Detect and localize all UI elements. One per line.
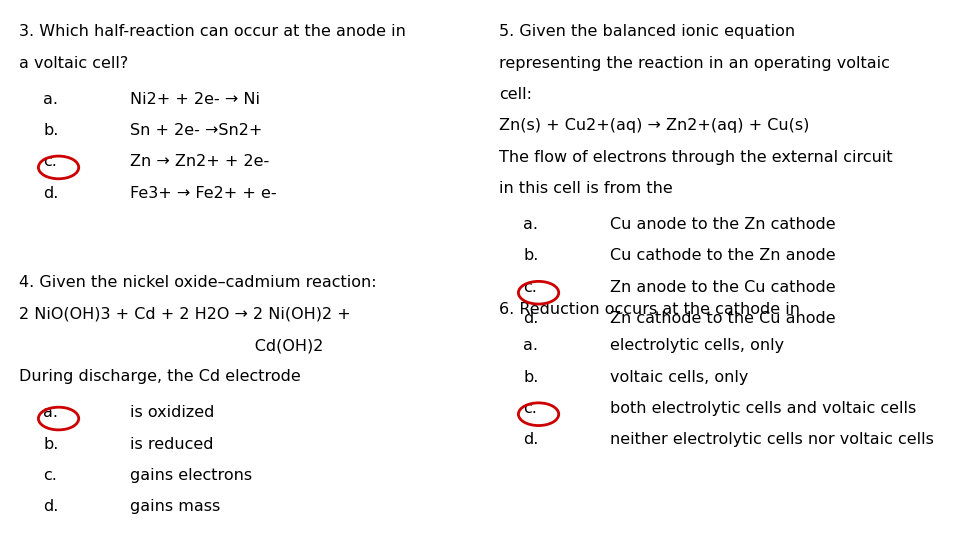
Text: a voltaic cell?: a voltaic cell? xyxy=(19,56,129,71)
Text: d.: d. xyxy=(43,186,59,200)
Text: Ni2+ + 2e- → Ni: Ni2+ + 2e- → Ni xyxy=(130,92,259,106)
Text: Zn anode to the Cu cathode: Zn anode to the Cu cathode xyxy=(610,280,835,294)
Text: representing the reaction in an operating voltaic: representing the reaction in an operatin… xyxy=(499,56,890,71)
Text: Zn(s) + Cu2+(aq) → Zn2+(aq) + Cu(s): Zn(s) + Cu2+(aq) → Zn2+(aq) + Cu(s) xyxy=(499,118,809,133)
Text: 3. Which half-reaction can occur at the anode in: 3. Which half-reaction can occur at the … xyxy=(19,24,406,39)
Text: is oxidized: is oxidized xyxy=(130,406,214,420)
Text: Cd(OH)2: Cd(OH)2 xyxy=(19,338,324,353)
Text: c.: c. xyxy=(43,468,57,483)
Text: b.: b. xyxy=(43,437,59,451)
Text: is reduced: is reduced xyxy=(130,437,213,451)
Text: both electrolytic cells and voltaic cells: both electrolytic cells and voltaic cell… xyxy=(610,401,916,416)
Text: gains mass: gains mass xyxy=(130,500,220,514)
Text: a.: a. xyxy=(43,406,59,420)
Text: d.: d. xyxy=(523,311,539,326)
Text: c.: c. xyxy=(523,280,537,294)
Text: Cu anode to the Zn cathode: Cu anode to the Zn cathode xyxy=(610,217,835,232)
Text: 2 NiO(OH)3 + Cd + 2 H2O → 2 Ni(OH)2 +: 2 NiO(OH)3 + Cd + 2 H2O → 2 Ni(OH)2 + xyxy=(19,307,351,322)
Text: a.: a. xyxy=(523,339,539,353)
Text: d.: d. xyxy=(43,500,59,514)
Text: c.: c. xyxy=(523,401,537,416)
Text: gains electrons: gains electrons xyxy=(130,468,252,483)
Text: b.: b. xyxy=(523,248,539,263)
Text: a.: a. xyxy=(43,92,59,106)
Text: During discharge, the Cd electrode: During discharge, the Cd electrode xyxy=(19,369,300,384)
Text: neither electrolytic cells nor voltaic cells: neither electrolytic cells nor voltaic c… xyxy=(610,433,933,447)
Text: c.: c. xyxy=(43,154,57,169)
Text: Fe3+ → Fe2+ + e-: Fe3+ → Fe2+ + e- xyxy=(130,186,276,200)
Text: b.: b. xyxy=(43,123,59,138)
Text: d.: d. xyxy=(523,433,539,447)
Text: 4. Given the nickel oxide–cadmium reaction:: 4. Given the nickel oxide–cadmium reacti… xyxy=(19,275,377,291)
Text: 6. Reduction occurs at the cathode in: 6. Reduction occurs at the cathode in xyxy=(499,302,801,318)
Text: cell:: cell: xyxy=(499,87,532,102)
Text: in this cell is from the: in this cell is from the xyxy=(499,181,673,196)
Text: Zn → Zn2+ + 2e-: Zn → Zn2+ + 2e- xyxy=(130,154,269,169)
Text: Cu cathode to the Zn anode: Cu cathode to the Zn anode xyxy=(610,248,835,263)
Text: Zn cathode to the Cu anode: Zn cathode to the Cu anode xyxy=(610,311,835,326)
Text: a.: a. xyxy=(523,217,539,232)
Text: Sn + 2e- →Sn2+: Sn + 2e- →Sn2+ xyxy=(130,123,262,138)
Text: The flow of electrons through the external circuit: The flow of electrons through the extern… xyxy=(499,150,893,165)
Text: 5. Given the balanced ionic equation: 5. Given the balanced ionic equation xyxy=(499,24,795,39)
Text: voltaic cells, only: voltaic cells, only xyxy=(610,370,748,384)
Text: electrolytic cells, only: electrolytic cells, only xyxy=(610,339,783,353)
Text: b.: b. xyxy=(523,370,539,384)
